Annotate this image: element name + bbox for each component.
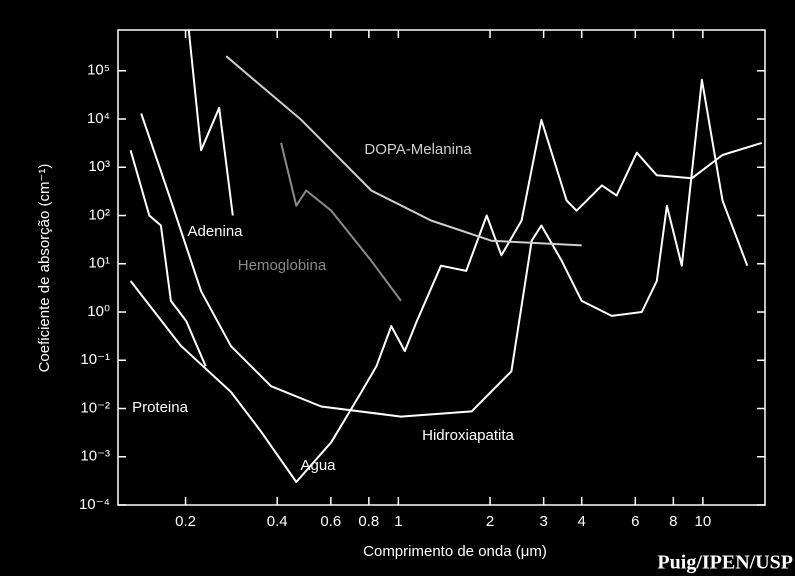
y-tick-label: 10¹ (88, 255, 110, 272)
y-tick-label: 10³ (88, 158, 110, 175)
x-tick-label: 6 (631, 513, 639, 530)
x-tick-label: 8 (669, 513, 677, 530)
x-tick-label: 2 (486, 513, 494, 530)
x-tick-label: 0.8 (358, 513, 379, 530)
series-label: Agua (300, 457, 336, 474)
y-tick-label: 10⁵ (87, 62, 110, 79)
x-axis-label: Comprimento de onda (μm) (363, 543, 547, 560)
series-line (280, 142, 402, 302)
y-tick-label: 10⁻² (80, 399, 110, 416)
series-line (225, 55, 582, 247)
x-tick-label: 3 (539, 513, 547, 530)
x-tick-label: 0.4 (267, 513, 288, 530)
series-label: Adenina (187, 223, 243, 240)
series-line (129, 118, 762, 483)
series-line (129, 150, 207, 367)
series-label: DOPA-Melanina (364, 141, 472, 158)
credit: Puig/IPEN/USP (657, 552, 793, 574)
series-line (140, 78, 749, 418)
x-tick-label: 4 (578, 513, 586, 530)
y-tick-label: 10² (88, 206, 110, 223)
plot-frame (117, 29, 766, 506)
x-tick-label: 10 (695, 513, 712, 530)
x-tick-label: 1 (394, 513, 402, 530)
x-tick-label: 0.2 (175, 513, 196, 530)
series-label: Hidroxiapatita (422, 427, 514, 444)
y-axis-label: Coeficiente de absorção (cm⁻¹) (36, 164, 53, 373)
y-tick-label: 10⁰ (87, 303, 110, 320)
y-tick-label: 10⁻³ (80, 448, 110, 465)
series-label: Hemoglobina (238, 257, 327, 274)
y-tick-label: 10⁻¹ (80, 351, 110, 368)
x-tick-label: 0.6 (320, 513, 341, 530)
series-label: Proteina (132, 399, 189, 416)
y-tick-label: 10⁴ (87, 110, 110, 127)
y-tick-label: 10⁻⁴ (79, 496, 110, 513)
series-line (187, 30, 234, 216)
